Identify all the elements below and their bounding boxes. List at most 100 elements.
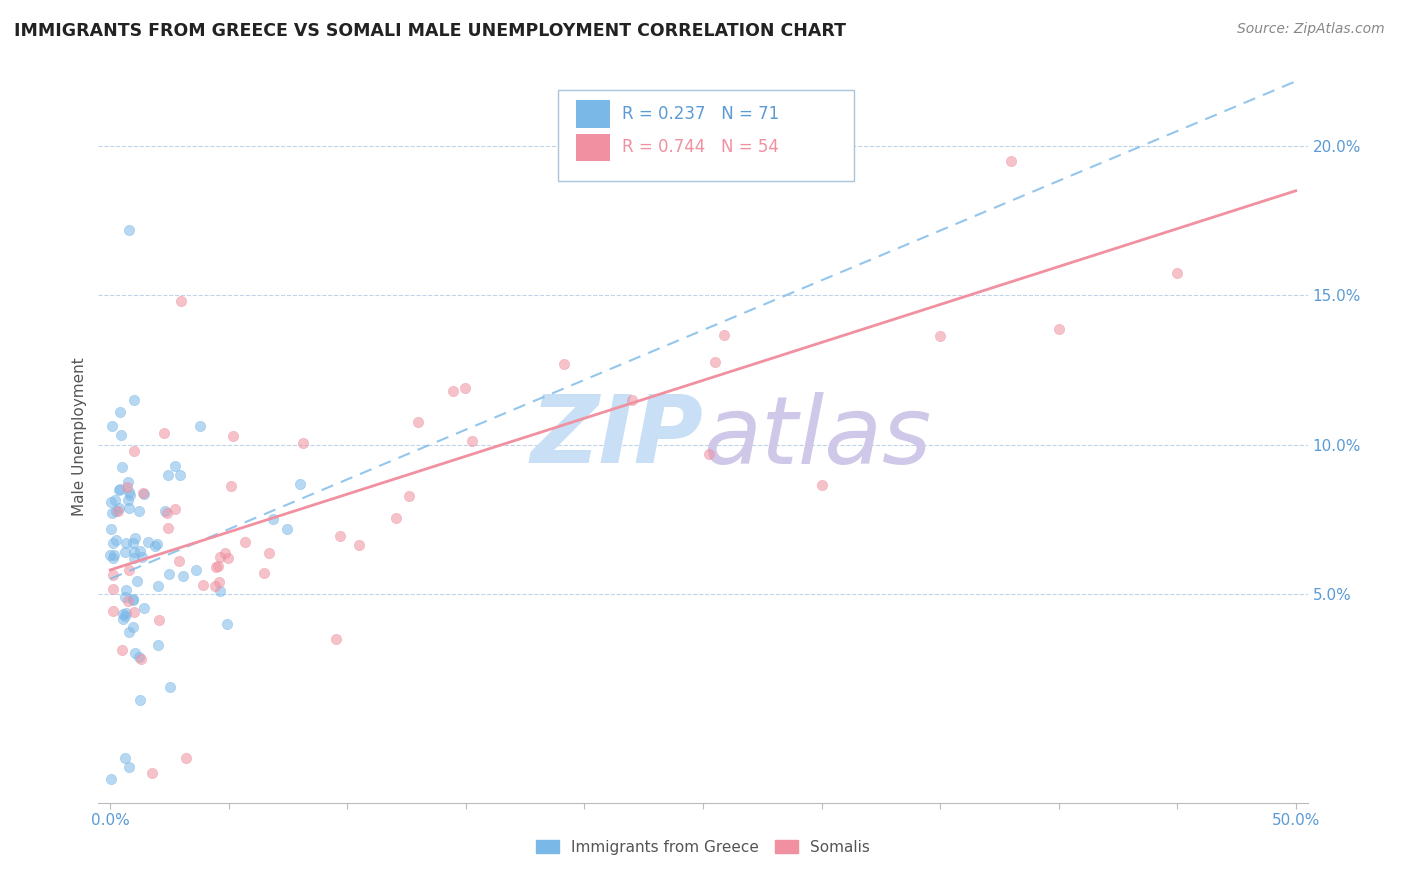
Point — [172, 569, 194, 583]
Point — [118, 501, 141, 516]
Point — [129, 652, 152, 666]
Point — [1166, 266, 1188, 280]
Point — [100, 772, 122, 786]
Point — [159, 681, 181, 695]
Point — [1047, 322, 1070, 336]
Point — [145, 537, 167, 551]
Point — [128, 503, 150, 517]
Point — [107, 483, 129, 497]
Point — [454, 381, 477, 395]
Point — [219, 479, 242, 493]
Point — [112, 612, 135, 626]
Text: R = 0.237   N = 71: R = 0.237 N = 71 — [621, 104, 779, 123]
Point — [115, 607, 138, 621]
Point — [441, 384, 464, 398]
Point — [118, 485, 141, 500]
Text: Source: ZipAtlas.com: Source: ZipAtlas.com — [1237, 22, 1385, 37]
Legend: Immigrants from Greece, Somalis: Immigrants from Greece, Somalis — [530, 834, 876, 861]
Point — [165, 502, 187, 516]
Point — [101, 507, 124, 521]
Point — [100, 419, 122, 434]
Point — [115, 480, 138, 494]
Point — [217, 617, 239, 632]
Point — [112, 607, 135, 622]
FancyBboxPatch shape — [576, 134, 610, 161]
Point — [222, 429, 245, 443]
Point — [132, 486, 155, 500]
Point — [208, 574, 231, 589]
Point — [122, 545, 145, 559]
Point — [117, 475, 139, 489]
Point — [107, 504, 129, 518]
Point — [292, 436, 315, 450]
Point — [131, 549, 153, 564]
Point — [114, 545, 136, 559]
Point — [157, 567, 180, 582]
Point — [117, 625, 139, 640]
Point — [101, 582, 124, 596]
Point — [104, 533, 127, 547]
Point — [148, 613, 170, 627]
Point — [167, 554, 190, 568]
Point — [253, 566, 276, 580]
Point — [104, 504, 127, 518]
Point — [929, 328, 952, 343]
Point — [118, 222, 141, 236]
Point — [620, 392, 643, 407]
Point — [184, 563, 207, 577]
Point — [153, 426, 176, 441]
Point — [101, 604, 124, 618]
Point — [146, 579, 169, 593]
Point — [176, 751, 198, 765]
Point — [114, 590, 136, 604]
Point — [124, 531, 146, 545]
Point — [118, 760, 141, 774]
Point — [124, 646, 146, 660]
Point — [122, 605, 145, 619]
Point — [204, 579, 226, 593]
Point — [385, 511, 408, 525]
Point — [713, 327, 735, 342]
Point — [257, 546, 280, 560]
Point — [114, 751, 136, 765]
Point — [103, 548, 125, 562]
Point — [117, 493, 139, 508]
Point — [110, 427, 132, 442]
Point — [118, 488, 141, 502]
Point — [262, 512, 284, 526]
Point — [111, 643, 134, 657]
Point — [276, 522, 298, 536]
Text: R = 0.744   N = 54: R = 0.744 N = 54 — [621, 138, 779, 156]
Text: atlas: atlas — [703, 392, 931, 483]
Point — [207, 558, 229, 573]
Point — [157, 468, 180, 483]
Point — [156, 521, 179, 535]
Point — [111, 460, 134, 475]
Point — [208, 583, 231, 598]
Point — [114, 609, 136, 624]
Point — [136, 534, 159, 549]
Point — [325, 632, 347, 646]
Point — [155, 506, 177, 520]
Point — [143, 540, 166, 554]
Point — [703, 355, 725, 369]
Point — [108, 500, 131, 515]
Point — [121, 591, 143, 606]
Point — [193, 578, 215, 592]
Point — [122, 444, 145, 458]
Point — [810, 477, 832, 491]
Point — [146, 638, 169, 652]
Point — [329, 528, 352, 542]
Point — [100, 495, 122, 509]
Point — [408, 416, 430, 430]
Point — [122, 620, 145, 634]
Point — [169, 468, 191, 483]
Point — [122, 536, 145, 550]
Point — [1000, 153, 1022, 168]
Point — [122, 392, 145, 407]
Point — [460, 434, 482, 448]
Point — [132, 487, 155, 501]
Point — [115, 582, 138, 597]
Text: IMMIGRANTS FROM GREECE VS SOMALI MALE UNEMPLOYMENT CORRELATION CHART: IMMIGRANTS FROM GREECE VS SOMALI MALE UN… — [14, 22, 846, 40]
Point — [108, 405, 131, 419]
